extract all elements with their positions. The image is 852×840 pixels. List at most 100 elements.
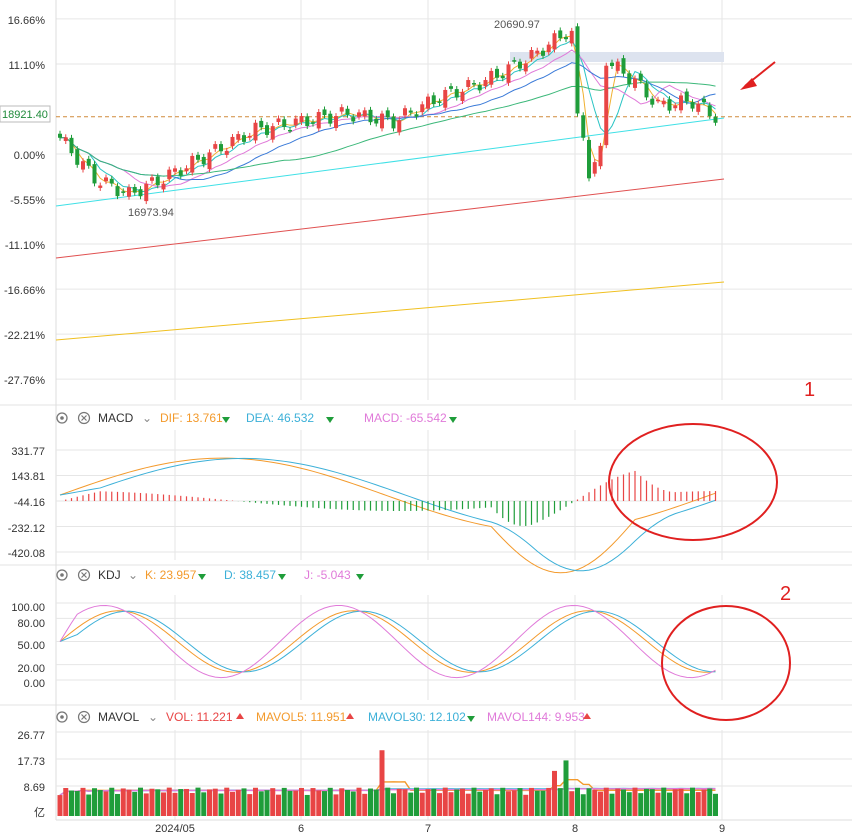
- volume-bar: [454, 789, 460, 816]
- volume-bar: [69, 790, 74, 816]
- volume-bar: [529, 787, 534, 816]
- d-line: [59, 610, 716, 673]
- volume-bar: [287, 790, 293, 816]
- volume-bar: [523, 794, 529, 816]
- caret-icon: [198, 574, 206, 580]
- volume-bar: [172, 792, 178, 816]
- ma-line: [55, 281, 725, 341]
- volume-bar: [63, 788, 69, 816]
- candle: [242, 135, 246, 142]
- candle: [552, 33, 557, 50]
- candle: [575, 26, 580, 114]
- candle: [69, 137, 74, 154]
- close-icon[interactable]: [77, 411, 91, 425]
- volume-bar: [546, 787, 552, 816]
- price-tag-value: 18921.40: [2, 109, 48, 121]
- grid: [0, 0, 852, 821]
- macd-dea-label: DEA: 46.532: [246, 411, 314, 425]
- candle: [339, 107, 344, 112]
- candle: [644, 83, 649, 98]
- candle: [236, 134, 241, 140]
- volume-bar: [166, 787, 172, 816]
- volume-bar: [500, 787, 506, 816]
- volume-bar: [494, 794, 500, 816]
- chevron-down-icon[interactable]: ⌄: [148, 710, 158, 724]
- volume-bar: [230, 791, 235, 816]
- volume-bar: [626, 792, 632, 816]
- volume-bar: [299, 787, 304, 816]
- candle: [253, 122, 258, 141]
- candle: [127, 187, 131, 197]
- volume-bar: [615, 788, 621, 816]
- candle: [696, 103, 701, 112]
- candle: [472, 83, 476, 85]
- volume-bar: [713, 793, 718, 816]
- volume-bar: [391, 793, 396, 816]
- candle: [661, 100, 666, 105]
- low-label: 16973.94: [128, 207, 174, 219]
- volume-bar: [345, 789, 350, 816]
- y-tick: 100.00: [11, 602, 45, 614]
- candle: [541, 50, 545, 56]
- close-icon[interactable]: [77, 568, 91, 582]
- candle: [230, 136, 235, 147]
- x-tick: 7: [425, 823, 431, 835]
- volume-bar: [563, 760, 569, 816]
- candle: [627, 73, 632, 85]
- highlight-band: [510, 52, 724, 62]
- candle: [305, 116, 310, 127]
- volume-bar: [195, 787, 201, 816]
- x-tick: 2024/05: [155, 823, 195, 835]
- candle: [667, 99, 672, 111]
- candle: [437, 101, 442, 103]
- caret-icon: [278, 574, 286, 580]
- candle: [483, 80, 488, 87]
- candle: [190, 155, 195, 173]
- volume-bar: [672, 789, 678, 816]
- volume-bar: [644, 788, 649, 816]
- volume-bar: [678, 788, 684, 816]
- mavol-y-axis: 26.77 17.73 8.69 亿: [17, 730, 45, 819]
- volume-bar: [253, 787, 258, 816]
- x-tick: 8: [572, 823, 578, 835]
- candle: [638, 73, 643, 81]
- candle: [512, 60, 517, 62]
- candle: [201, 156, 206, 165]
- volume-bar: [143, 793, 149, 816]
- volume-bar: [488, 788, 494, 816]
- y-tick: -5.55%: [10, 195, 45, 207]
- candle: [489, 70, 494, 85]
- volume-bar: [258, 791, 264, 816]
- candle: [173, 168, 177, 172]
- macd-value-label: MACD: -65.542: [364, 411, 447, 425]
- chevron-down-icon[interactable]: ⌄: [142, 411, 152, 425]
- volume-bar: [310, 788, 316, 816]
- candle: [92, 164, 97, 184]
- candle: [397, 120, 402, 133]
- j-line: [59, 604, 716, 679]
- chevron-down-icon[interactable]: ⌄: [128, 568, 138, 582]
- volume-bar: [201, 792, 207, 816]
- gear-icon[interactable]: [56, 412, 68, 424]
- caret-icon: [222, 417, 230, 423]
- volume-bar: [327, 787, 333, 816]
- macd-title: MACD: [98, 411, 134, 425]
- volume-bar: [701, 789, 707, 816]
- candle: [270, 126, 275, 140]
- close-icon[interactable]: [77, 710, 91, 724]
- candle: [650, 98, 655, 105]
- candle: [58, 133, 62, 138]
- y-tick: 50.00: [17, 640, 45, 652]
- candle: [288, 129, 292, 132]
- candle: [587, 139, 591, 179]
- candle: [564, 37, 568, 40]
- gear-icon[interactable]: [56, 711, 68, 723]
- candle: [380, 113, 384, 129]
- volume-bar: [661, 787, 667, 816]
- volume-bar: [149, 788, 155, 816]
- gear-icon[interactable]: [56, 569, 68, 581]
- volume-bar: [557, 788, 563, 816]
- volume-bar: [373, 789, 379, 816]
- candle: [75, 149, 80, 165]
- candle: [207, 152, 212, 170]
